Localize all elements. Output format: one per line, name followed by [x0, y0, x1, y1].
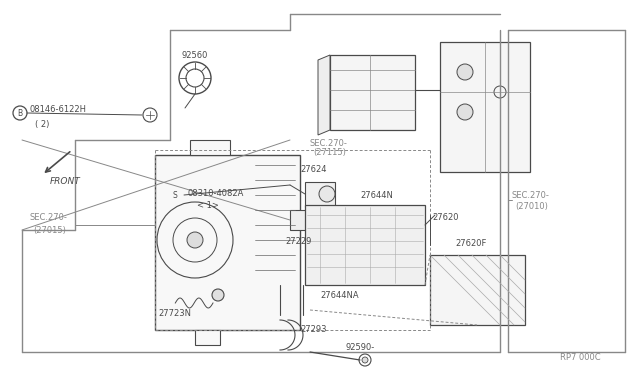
Polygon shape [190, 140, 230, 155]
Text: SEC.270-: SEC.270- [310, 138, 348, 148]
Circle shape [457, 64, 473, 80]
Circle shape [187, 232, 203, 248]
Polygon shape [155, 155, 300, 330]
Text: 27620F: 27620F [455, 238, 486, 247]
Polygon shape [305, 205, 425, 285]
Text: 08146-6122H: 08146-6122H [30, 106, 87, 115]
Polygon shape [318, 55, 330, 135]
Circle shape [157, 202, 233, 278]
Text: 27620: 27620 [432, 212, 458, 221]
Circle shape [362, 357, 368, 363]
Text: (27010): (27010) [515, 202, 548, 212]
Text: (27015): (27015) [33, 225, 66, 234]
Text: 92590-: 92590- [345, 343, 374, 353]
Text: FRONT: FRONT [50, 177, 81, 186]
Text: ( 2): ( 2) [35, 119, 49, 128]
Text: < 1>: < 1> [197, 201, 219, 209]
Polygon shape [195, 330, 220, 345]
Text: 27644N: 27644N [360, 190, 393, 199]
Text: SEC.270-: SEC.270- [30, 214, 68, 222]
Text: SEC.270-: SEC.270- [512, 190, 550, 199]
Text: (27115): (27115) [313, 148, 346, 157]
Circle shape [457, 104, 473, 120]
Text: B: B [17, 109, 22, 118]
Text: 92560: 92560 [181, 51, 207, 60]
Text: S: S [173, 190, 177, 199]
Text: RP7 000C: RP7 000C [560, 353, 600, 362]
Polygon shape [330, 55, 415, 130]
Text: 27723N: 27723N [158, 308, 191, 317]
Text: 27293: 27293 [300, 326, 326, 334]
Text: 27624: 27624 [300, 166, 326, 174]
Polygon shape [440, 42, 530, 172]
Text: 27644NA: 27644NA [320, 291, 358, 299]
Polygon shape [430, 255, 525, 325]
Polygon shape [290, 210, 310, 230]
Circle shape [319, 186, 335, 202]
Polygon shape [305, 182, 335, 207]
Text: 08310-4082A: 08310-4082A [187, 189, 243, 198]
Circle shape [212, 289, 224, 301]
Text: 27229: 27229 [285, 237, 312, 247]
